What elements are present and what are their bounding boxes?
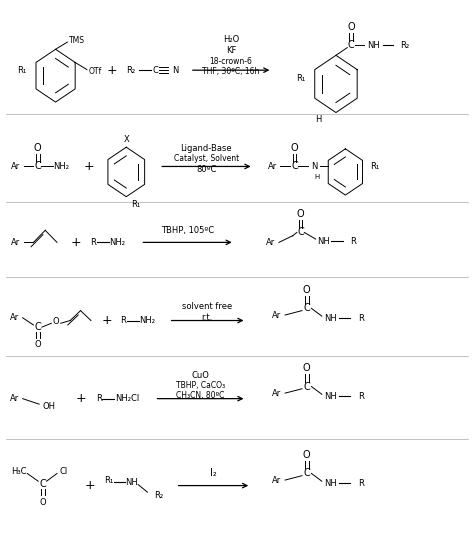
Text: R: R	[357, 314, 364, 323]
Text: TBHP, 105ºC: TBHP, 105ºC	[161, 226, 214, 235]
Text: +: +	[107, 64, 118, 77]
Text: H: H	[316, 114, 322, 124]
Text: C: C	[152, 66, 158, 75]
Text: R₂: R₂	[401, 41, 410, 50]
Text: R₁: R₁	[297, 74, 306, 83]
Text: Ar: Ar	[10, 313, 19, 322]
Text: N: N	[172, 66, 178, 75]
Text: NH₂: NH₂	[53, 162, 69, 171]
Text: Ar: Ar	[10, 394, 19, 403]
Text: R: R	[90, 238, 96, 247]
Text: Ligand-Base: Ligand-Base	[181, 144, 232, 153]
Text: O: O	[303, 450, 310, 460]
Text: H₂O: H₂O	[223, 35, 239, 44]
Text: R₁: R₁	[131, 200, 140, 209]
Text: KF: KF	[226, 46, 236, 55]
Text: C: C	[35, 322, 42, 332]
Text: I₂: I₂	[210, 468, 217, 478]
Text: C: C	[303, 382, 310, 392]
Text: +: +	[83, 160, 94, 173]
Text: R: R	[357, 392, 364, 401]
Text: R₁: R₁	[370, 162, 379, 171]
Text: O: O	[34, 143, 42, 153]
Text: Ar: Ar	[268, 162, 277, 171]
Text: 18-crown-6: 18-crown-6	[210, 57, 252, 66]
Text: Cl: Cl	[59, 467, 68, 476]
Text: TBHP, CaCO₃: TBHP, CaCO₃	[176, 381, 225, 390]
Text: Ar: Ar	[11, 238, 20, 247]
Text: N: N	[311, 162, 318, 171]
Text: Ar: Ar	[273, 311, 282, 320]
Text: C: C	[303, 304, 310, 314]
Text: X: X	[123, 135, 129, 144]
Text: H: H	[314, 174, 320, 180]
Text: THF, 30ºC, 16h: THF, 30ºC, 16h	[202, 67, 260, 76]
Text: R: R	[96, 394, 101, 403]
Text: NH: NH	[367, 41, 380, 50]
Text: C: C	[291, 161, 298, 171]
Text: CH₃CN, 80ºC: CH₃CN, 80ºC	[176, 392, 224, 400]
Text: Ar: Ar	[11, 162, 20, 171]
Text: +: +	[102, 314, 113, 327]
Text: O: O	[303, 285, 310, 295]
Text: NH: NH	[125, 478, 138, 487]
Text: NH: NH	[317, 237, 329, 246]
Text: NH₂: NH₂	[139, 316, 155, 325]
Text: R: R	[350, 237, 356, 246]
Text: Ar: Ar	[273, 389, 282, 398]
Text: solvent free: solvent free	[182, 302, 232, 311]
Text: C: C	[303, 468, 310, 478]
Text: Catalyst, Solvent: Catalyst, Solvent	[174, 154, 239, 163]
Text: NH₂: NH₂	[109, 238, 125, 247]
Text: R₁: R₁	[17, 66, 26, 75]
Text: OH: OH	[42, 402, 55, 411]
Text: O: O	[291, 143, 298, 153]
Text: O: O	[39, 498, 46, 507]
Text: R₂: R₂	[154, 491, 163, 500]
Text: H₃C: H₃C	[11, 467, 27, 476]
Text: O: O	[303, 363, 310, 373]
Text: OTf: OTf	[88, 67, 101, 76]
Text: NH: NH	[324, 479, 337, 488]
Text: +: +	[75, 392, 86, 405]
Text: C: C	[39, 479, 46, 489]
Text: r.t.: r.t.	[202, 313, 213, 322]
Text: CuO: CuO	[191, 371, 209, 380]
Text: O: O	[347, 22, 355, 32]
Text: TMS: TMS	[69, 36, 85, 45]
Text: Ar: Ar	[266, 238, 275, 247]
Text: O: O	[297, 209, 304, 219]
Text: R₂: R₂	[126, 66, 136, 75]
Text: +: +	[71, 236, 81, 249]
Text: +: +	[85, 479, 95, 492]
Text: R: R	[120, 316, 126, 325]
Text: NH₂Cl: NH₂Cl	[116, 394, 140, 403]
Text: O: O	[53, 317, 59, 326]
Text: R: R	[357, 479, 364, 488]
Text: 80ºC: 80ºC	[196, 165, 217, 174]
Text: NH: NH	[324, 392, 337, 401]
Text: C: C	[347, 40, 355, 50]
Text: Ar: Ar	[273, 476, 282, 484]
Text: C: C	[297, 227, 304, 237]
Text: R₁: R₁	[104, 476, 113, 484]
Text: NH: NH	[324, 314, 337, 323]
Text: C: C	[34, 161, 41, 171]
Text: O: O	[35, 340, 41, 349]
